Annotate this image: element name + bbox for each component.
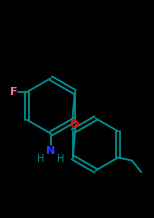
- Text: H: H: [57, 154, 65, 164]
- Text: O: O: [69, 120, 79, 130]
- Text: F: F: [10, 87, 17, 97]
- Text: N: N: [46, 146, 55, 156]
- Text: H: H: [37, 154, 45, 164]
